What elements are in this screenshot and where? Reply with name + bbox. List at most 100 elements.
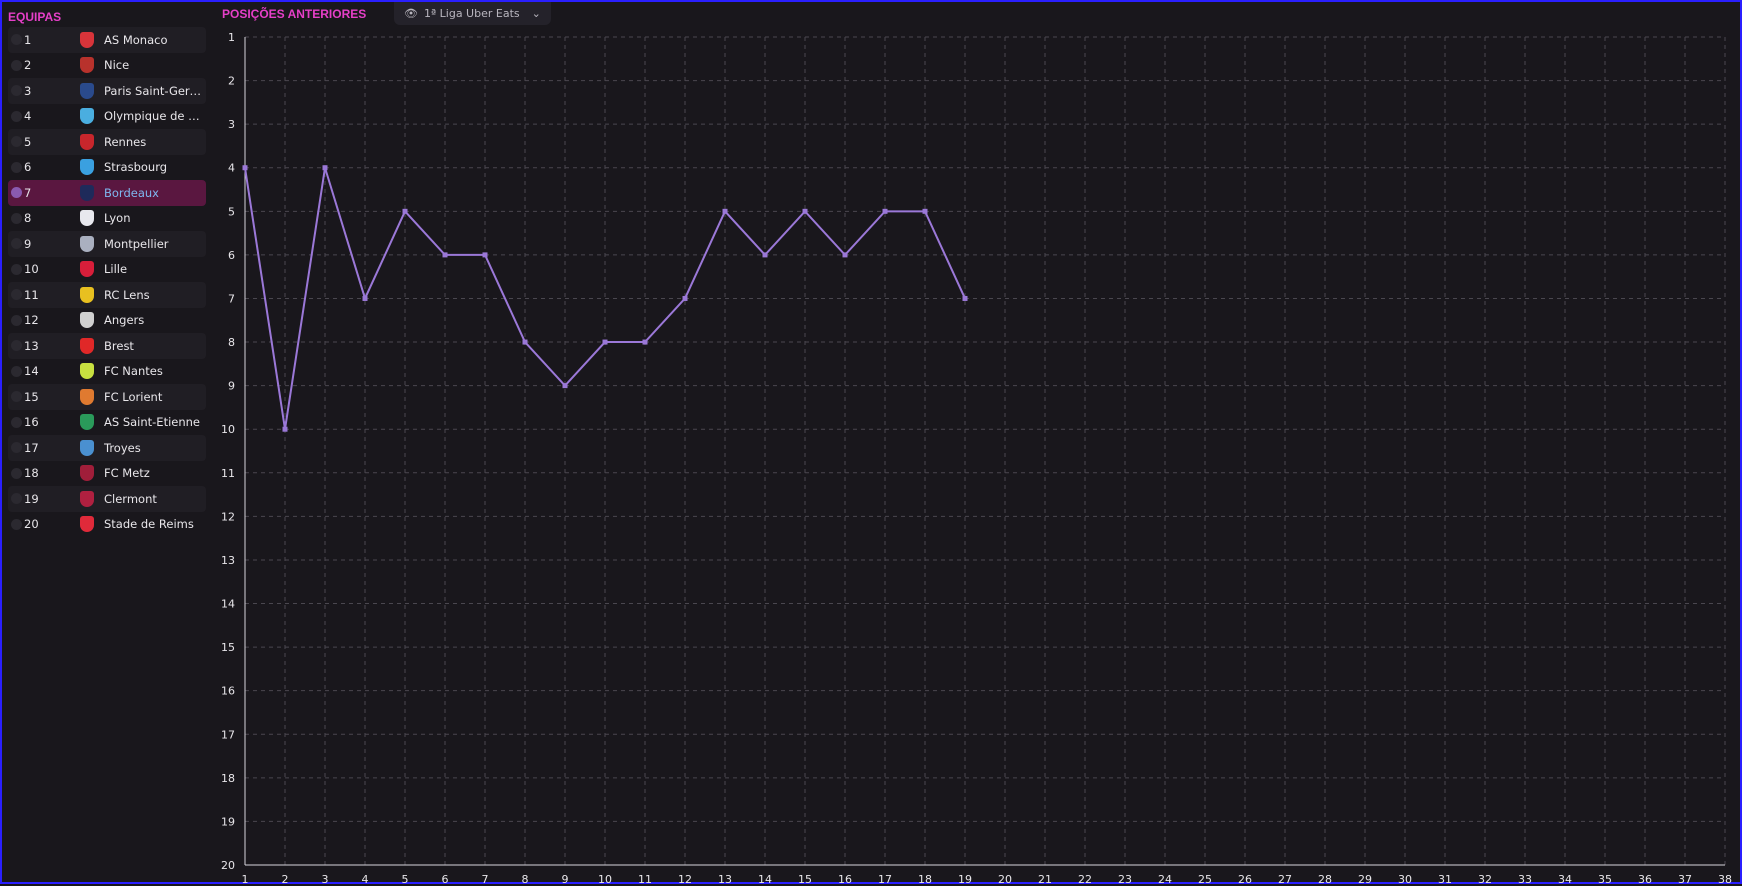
team-row[interactable]: 11 RC Lens <box>8 282 206 308</box>
toggle-line-icon[interactable] <box>11 110 22 122</box>
y-tick-label: 12 <box>221 510 235 523</box>
toggle-line-icon[interactable] <box>11 289 22 301</box>
y-tick-label: 3 <box>228 118 235 131</box>
x-tick-label: 32 <box>1478 873 1492 886</box>
x-tick-label: 34 <box>1558 873 1572 886</box>
y-tick-label: 1 <box>228 31 235 44</box>
team-position: 6 <box>24 160 32 175</box>
chevron-down-icon: ⌄ <box>531 7 541 20</box>
team-row[interactable]: 6 Strasbourg <box>8 155 206 181</box>
data-point <box>842 252 848 258</box>
team-crest-icon <box>80 490 94 507</box>
toggle-line-icon[interactable] <box>11 85 22 97</box>
team-row[interactable]: 16 AS Saint-Etienne <box>8 410 206 436</box>
team-position: 18 <box>24 466 39 481</box>
team-row[interactable]: 18 FC Metz <box>8 461 206 487</box>
team-row[interactable]: 13 Brest <box>8 333 206 359</box>
toggle-line-icon[interactable] <box>11 340 22 352</box>
x-tick-label: 7 <box>482 873 489 886</box>
x-tick-label: 9 <box>562 873 569 886</box>
team-crest-icon <box>80 363 94 380</box>
toggle-line-icon[interactable] <box>11 34 22 46</box>
y-tick-label: 14 <box>221 598 235 611</box>
team-row[interactable]: 15 FC Lorient <box>8 384 206 410</box>
y-tick-label: 9 <box>228 380 235 393</box>
data-point <box>242 165 248 171</box>
team-crest-icon <box>80 414 94 431</box>
data-point <box>442 252 448 258</box>
league-dropdown[interactable]: 👁 1ª Liga Uber Eats ⌄ <box>394 2 551 25</box>
toggle-line-icon[interactable] <box>11 238 22 250</box>
team-position: 8 <box>24 211 32 226</box>
toggle-line-icon[interactable] <box>11 187 22 199</box>
team-crest-icon <box>80 261 94 278</box>
team-position: 5 <box>24 134 32 149</box>
teams-title: EQUIPAS <box>8 10 62 24</box>
team-crest-icon <box>80 57 94 74</box>
y-tick-label: 16 <box>221 685 235 698</box>
x-tick-label: 6 <box>442 873 449 886</box>
teams-sidebar: EQUIPAS 1 AS Monaco 2 Nice 3 Paris Saint… <box>6 2 206 882</box>
y-tick-label: 10 <box>221 423 235 436</box>
x-tick-label: 13 <box>718 873 732 886</box>
team-row[interactable]: 5 Rennes <box>8 129 206 155</box>
x-tick-label: 37 <box>1678 873 1692 886</box>
data-point <box>362 295 368 301</box>
toggle-line-icon[interactable] <box>11 518 22 530</box>
data-point <box>402 208 408 214</box>
toggle-line-icon[interactable] <box>11 442 22 454</box>
team-row[interactable]: 2 Nice <box>8 53 206 79</box>
team-row[interactable]: 14 FC Nantes <box>8 359 206 385</box>
team-position: 2 <box>24 58 32 73</box>
team-row[interactable]: 17 Troyes <box>8 435 206 461</box>
x-tick-label: 36 <box>1638 873 1652 886</box>
team-row[interactable]: 9 Montpellier <box>8 231 206 257</box>
team-row[interactable]: 12 Angers <box>8 308 206 334</box>
toggle-line-icon[interactable] <box>11 212 22 224</box>
toggle-line-icon[interactable] <box>11 59 22 71</box>
team-row[interactable]: 1 AS Monaco <box>8 27 206 53</box>
team-crest-icon <box>80 388 94 405</box>
x-tick-label: 4 <box>362 873 369 886</box>
data-point <box>282 426 288 432</box>
team-position: 16 <box>24 415 39 430</box>
y-tick-label: 11 <box>221 467 235 480</box>
toggle-line-icon[interactable] <box>11 136 22 148</box>
data-point <box>762 252 768 258</box>
team-row[interactable]: 10 Lille <box>8 257 206 283</box>
team-position: 19 <box>24 491 39 506</box>
x-tick-label: 20 <box>998 873 1012 886</box>
team-row[interactable]: 3 Paris Saint-Germa... <box>8 78 206 104</box>
toggle-line-icon[interactable] <box>11 391 22 403</box>
team-row[interactable]: 7 Bordeaux <box>8 180 206 206</box>
x-tick-label: 29 <box>1358 873 1372 886</box>
x-tick-label: 10 <box>598 873 612 886</box>
team-row[interactable]: 4 Olympique de Mar... <box>8 104 206 130</box>
team-row[interactable]: 19 Clermont <box>8 486 206 512</box>
x-tick-label: 2 <box>282 873 289 886</box>
data-point <box>802 208 808 214</box>
toggle-line-icon[interactable] <box>11 365 22 377</box>
team-position: 10 <box>24 262 39 277</box>
x-tick-label: 8 <box>522 873 529 886</box>
toggle-line-icon[interactable] <box>11 263 22 275</box>
toggle-line-icon[interactable] <box>11 467 22 479</box>
team-crest-icon <box>80 286 94 303</box>
data-point <box>322 165 328 171</box>
x-tick-label: 21 <box>1038 873 1052 886</box>
team-row[interactable]: 8 Lyon <box>8 206 206 232</box>
x-tick-label: 22 <box>1078 873 1092 886</box>
toggle-line-icon[interactable] <box>11 416 22 428</box>
team-crest-icon <box>80 184 94 201</box>
team-position: 11 <box>24 287 39 302</box>
x-tick-label: 25 <box>1198 873 1212 886</box>
team-row[interactable]: 20 Stade de Reims <box>8 512 206 538</box>
toggle-line-icon[interactable] <box>11 493 22 505</box>
team-crest-icon <box>80 312 94 329</box>
toggle-line-icon[interactable] <box>11 314 22 326</box>
y-tick-label: 6 <box>228 249 235 262</box>
x-tick-label: 30 <box>1398 873 1412 886</box>
x-tick-label: 19 <box>958 873 972 886</box>
toggle-line-icon[interactable] <box>11 161 22 173</box>
data-point <box>562 383 568 389</box>
